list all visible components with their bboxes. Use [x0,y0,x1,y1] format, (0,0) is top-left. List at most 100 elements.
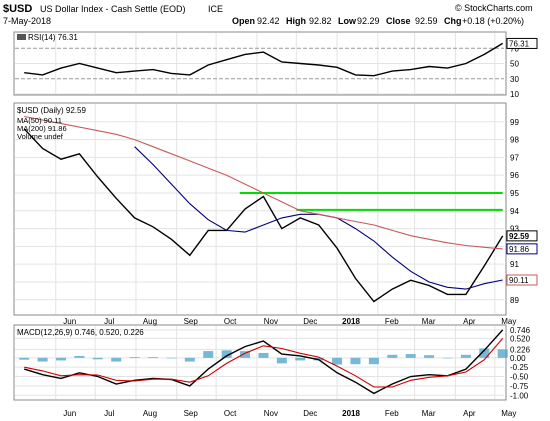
y-tick-label: 0.00 [510,354,526,363]
y-tick-label: 0.746 [510,326,531,335]
low-label: Low [338,16,357,26]
x-tick-label: Jul [104,317,114,326]
y-tick-label: -0.25 [510,363,529,372]
histogram-bar [129,357,140,358]
x-tick-label: Apr [463,317,476,326]
x-tick-label: Aug [143,317,157,326]
y-tick-label: -1.00 [510,391,529,400]
ma200-series-line [24,115,503,250]
y-tick-label: 91 [510,260,519,269]
x-tick-label: 2018 [342,409,360,418]
chart-tick-labels: 1030507089909192939495969798990.7460.520… [510,44,531,400]
y-tick-label: 99 [510,118,519,127]
x-axis-labels: Jun Jun Jul Jul Aug Aug Sep Sep Oct Oct Nov Nov Dec D… [63,317,516,418]
histogram-bar [111,357,122,362]
histogram-bar [74,355,85,358]
x-tick-label: Jun [63,317,76,326]
price-legend: MA(50) 90.11 MA(200) 91.86 Volume undef [17,116,67,141]
y-tick-label: 10 [510,90,519,99]
histogram-bar [37,357,48,362]
y-tick-label: 98 [510,136,519,145]
histogram-bar [166,357,177,359]
histogram-bar [424,355,435,358]
close-value: 92.59 [415,16,438,26]
open-value: 92.42 [257,16,280,26]
macd-histogram [19,348,508,365]
high-value: 92.82 [309,16,332,26]
histogram-bar [295,357,306,361]
x-tick-label: Oct [224,409,237,418]
macd-panel-frame [13,324,507,401]
histogram-bar [258,352,269,358]
histogram-bar [240,351,251,358]
x-tick-label: 2018 [342,317,360,326]
watermark: © StockCharts.com [455,3,533,13]
x-tick-label: Feb [385,317,399,326]
histogram-bar [405,354,416,358]
x-tick-label: Mar [422,409,436,418]
change-value: +0.18 (+0.20%) [462,16,524,26]
histogram-bar [184,357,195,362]
x-tick-label: May [501,409,516,418]
symbol: $USD [3,3,32,15]
rsi-title-text: RSI(14) 76.31 [28,33,78,42]
y-tick-label: 30 [510,75,519,84]
chart-grid [15,33,504,399]
legend-volume: Volume undef [17,132,64,141]
rsi-label-box [506,37,538,49]
rsi-legend-swatch [17,34,26,40]
x-tick-label: Apr [463,409,476,418]
price-label-box [506,274,538,286]
y-tick-label: 95 [510,189,519,198]
value-labels: 92.59 91.86 90.11 76.31 [506,37,538,286]
histogram-bar [479,348,490,358]
histogram-bar [497,349,508,358]
histogram-bar [148,357,159,358]
change-label: Chg [444,16,462,26]
y-tick-label: 96 [510,171,519,180]
x-tick-label: Nov [264,317,278,326]
y-tick-label: 50 [510,60,519,69]
open-label: Open [232,16,255,26]
price-annotations [239,191,503,211]
price-label: 91.86 [509,245,530,254]
x-tick-label: Jun [63,409,76,418]
y-tick-label: -0.75 [510,382,529,391]
y-tick-label: 97 [510,153,519,162]
price-label-box [506,230,538,242]
signal-series-line [24,338,504,388]
y-tick-label: 93 [510,225,519,234]
histogram-bar [56,357,67,361]
histogram-bar [92,357,103,360]
rsi-series-line [24,42,504,77]
close-label: Close [386,16,411,26]
chart-series [23,42,504,395]
histogram-bar [460,354,471,358]
x-tick-label: Dec [303,409,317,418]
rsi-last-value: 76.31 [509,39,530,48]
histogram-bar [221,350,232,358]
histogram-bar [442,357,453,359]
y-tick-label: -0.50 [510,373,529,382]
y-tick-label: 0.226 [510,345,531,354]
exchange: ICE [208,4,223,14]
x-tick-label: Sep [184,317,199,326]
y-tick-label: 94 [510,207,519,216]
histogram-bar [203,351,214,358]
low-value: 92.29 [357,16,380,26]
x-tick-label: Aug [143,409,157,418]
high-label: High [286,16,306,26]
y-tick-label: 89 [510,296,519,305]
price-title: $USD (Daily) 92.59 [17,106,86,115]
histogram-bar [387,354,398,358]
price-label: 90.11 [509,276,529,285]
legend-ma50: MA(50) 90.11 [17,116,62,125]
histogram-bar [350,357,361,365]
x-tick-label: Jul [104,409,114,418]
index-name: US Dollar Index - Cash Settle (EOD) [40,4,186,14]
y-tick-label: 0.520 [510,334,531,343]
rsi-title: RSI(14) 76.31 [17,33,78,42]
x-tick-label: Mar [422,317,436,326]
macd-series-line [23,329,504,395]
